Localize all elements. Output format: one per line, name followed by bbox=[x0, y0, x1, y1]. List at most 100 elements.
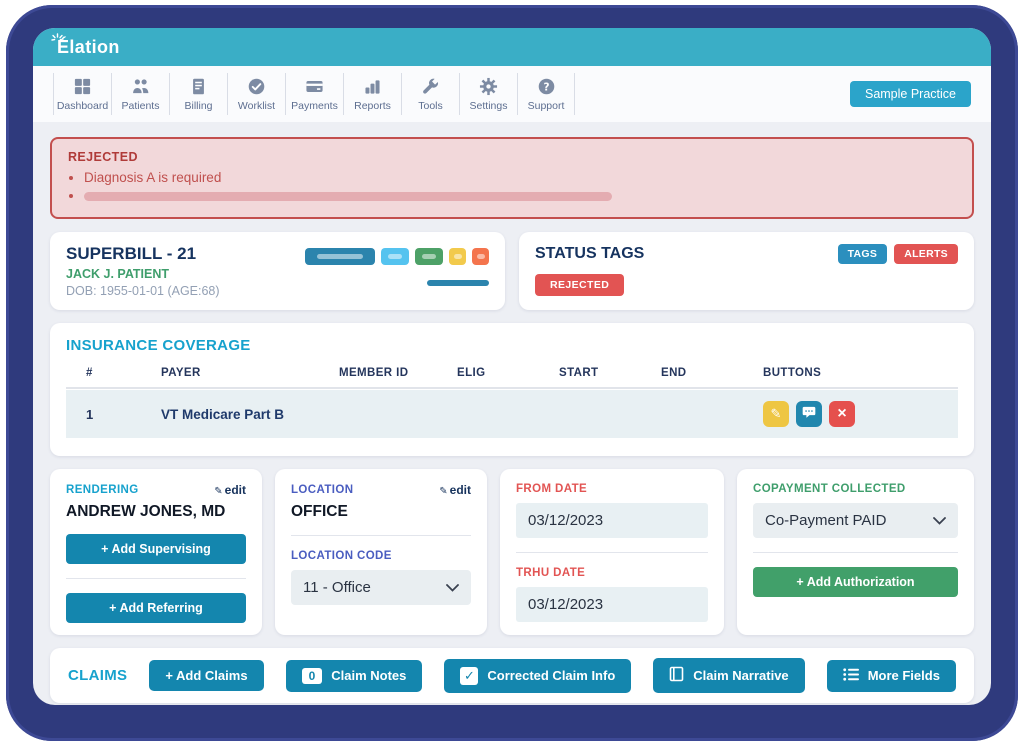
insurance-title: INSURANCE COVERAGE bbox=[66, 337, 251, 354]
nav-item-tools[interactable]: Tools bbox=[401, 73, 459, 115]
comment-row-button[interactable] bbox=[796, 401, 822, 427]
rendering-card: RENDERING ✎ edit ANDREW JONES, MD + Add S… bbox=[50, 469, 262, 635]
col-header-member-id: MEMBER ID bbox=[339, 367, 409, 379]
add-claims-button[interactable]: + Add Claims bbox=[149, 660, 264, 691]
row-action-buttons: ✎ × bbox=[763, 401, 958, 427]
superbill-info: SUPERBILL - 21 JACK J. PATIENT DOB: 1955… bbox=[66, 244, 220, 298]
elation-logo: Élation bbox=[51, 32, 120, 58]
nav-label: Support bbox=[527, 99, 565, 112]
superbill-pill-buttons bbox=[305, 248, 489, 265]
status-tags-header: STATUS TAGS TAGS ALERTS bbox=[535, 244, 958, 264]
claims-title: CLAIMS bbox=[68, 667, 128, 684]
settings-gear-icon bbox=[479, 77, 498, 96]
col-header-start: START bbox=[559, 367, 599, 379]
svg-text:?: ? bbox=[543, 81, 549, 93]
payer-name[interactable]: VT Medicare Part B bbox=[161, 406, 285, 422]
edit-location-link[interactable]: ✎ edit bbox=[439, 483, 471, 497]
payments-card-icon bbox=[305, 77, 324, 96]
thru-date-input[interactable]: 03/12/2023 bbox=[516, 587, 708, 622]
redacted-text-bar bbox=[84, 191, 612, 201]
pill-button-teal[interactable] bbox=[305, 248, 375, 265]
nav-item-settings[interactable]: Settings bbox=[459, 73, 517, 115]
claims-bar: CLAIMS + Add Claims 0 Claim Notes ✓ Corr… bbox=[50, 648, 974, 703]
dashboard-icon bbox=[73, 77, 92, 96]
divider bbox=[291, 535, 471, 536]
redacted-label-bar bbox=[317, 254, 363, 259]
redacted-link-bar bbox=[427, 280, 489, 286]
nav-item-payments[interactable]: Payments bbox=[285, 73, 343, 115]
alerts-button[interactable]: ALERTS bbox=[894, 244, 958, 264]
close-icon: × bbox=[837, 405, 847, 422]
claim-narrative-button[interactable]: Claim Narrative bbox=[653, 658, 805, 693]
delete-row-button[interactable]: × bbox=[829, 401, 855, 427]
nav-item-patients[interactable]: Patients bbox=[111, 73, 169, 115]
col-header-end: END bbox=[661, 367, 687, 379]
redacted-label-bar bbox=[388, 254, 402, 259]
main-nav: Dashboard Patients Billing Worklist Paym… bbox=[33, 66, 991, 122]
sample-practice-button[interactable]: Sample Practice bbox=[849, 81, 971, 107]
location-code-select[interactable]: 11 - Office bbox=[291, 570, 471, 605]
logo-text: Élation bbox=[57, 36, 120, 57]
app-screen: Élation Dashboard Patients Billing Workl… bbox=[33, 28, 991, 705]
edit-row-button[interactable]: ✎ bbox=[763, 401, 789, 427]
nav-label: Tools bbox=[418, 99, 443, 112]
location-name: OFFICE bbox=[291, 503, 348, 520]
pill-button-orange[interactable] bbox=[472, 248, 489, 265]
thru-date-label: TRHU DATE bbox=[516, 567, 586, 579]
nav-item-reports[interactable]: Reports bbox=[343, 73, 401, 115]
details-row: RENDERING ✎ edit ANDREW JONES, MD + Add S… bbox=[50, 469, 974, 635]
nav-label: Patients bbox=[121, 99, 160, 112]
nav-label: Billing bbox=[184, 99, 213, 112]
copayment-card: COPAYMENT COLLECTED Co-Payment PAID + Ad… bbox=[737, 469, 974, 635]
location-code-label: LOCATION CODE bbox=[291, 550, 392, 562]
tags-button[interactable]: TAGS bbox=[837, 244, 888, 264]
col-header-num: # bbox=[86, 367, 93, 379]
list-icon bbox=[842, 667, 859, 684]
add-supervising-button[interactable]: + Add Supervising bbox=[66, 534, 246, 564]
nav-item-dashboard[interactable]: Dashboard bbox=[53, 73, 111, 115]
copayment-select[interactable]: Co-Payment PAID bbox=[753, 503, 958, 538]
nav-label: Reports bbox=[354, 99, 391, 112]
location-label: LOCATION bbox=[291, 484, 354, 496]
alert-list: Diagnosis A is required bbox=[68, 169, 956, 205]
chat-bubble-icon bbox=[802, 406, 816, 422]
col-header-payer: PAYER bbox=[161, 367, 201, 379]
pill-button-blue[interactable] bbox=[381, 248, 409, 265]
from-date-input[interactable]: 03/12/2023 bbox=[516, 503, 708, 538]
rejected-alert-banner: REJECTED Diagnosis A is required bbox=[50, 137, 974, 219]
more-fields-button[interactable]: More Fields bbox=[826, 659, 956, 692]
nav-label: Payments bbox=[291, 99, 338, 112]
corrected-claim-info-button[interactable]: ✓ Corrected Claim Info bbox=[444, 658, 632, 693]
pencil-icon: ✎ bbox=[770, 406, 782, 421]
book-icon bbox=[669, 666, 684, 685]
support-question-icon: ? bbox=[537, 77, 556, 96]
reports-chart-icon bbox=[363, 77, 382, 96]
patients-icon bbox=[131, 77, 150, 96]
superbill-title: SUPERBILL - 21 bbox=[66, 244, 197, 263]
redacted-label-bar bbox=[476, 254, 485, 259]
pill-button-yellow[interactable] bbox=[449, 248, 466, 265]
edit-rendering-link[interactable]: ✎ edit bbox=[214, 483, 246, 497]
edit-pencil-icon: ✎ bbox=[214, 486, 223, 497]
worklist-check-icon bbox=[247, 77, 266, 96]
device-frame: Élation Dashboard Patients Billing Workl… bbox=[6, 5, 1018, 741]
divider bbox=[516, 552, 708, 553]
app-header: Élation bbox=[33, 28, 991, 66]
tools-wrench-icon bbox=[421, 77, 440, 96]
nav-item-billing[interactable]: Billing bbox=[169, 73, 227, 115]
add-authorization-button[interactable]: + Add Authorization bbox=[753, 567, 958, 597]
billing-icon bbox=[189, 77, 208, 96]
claim-notes-button[interactable]: 0 Claim Notes bbox=[285, 659, 423, 692]
col-header-buttons: BUTTONS bbox=[763, 367, 822, 379]
add-referring-button[interactable]: + Add Referring bbox=[66, 593, 246, 623]
pill-button-green[interactable] bbox=[415, 248, 443, 265]
table-row: 1 VT Medicare Part B ✎ × bbox=[66, 390, 958, 438]
copayment-label: COPAYMENT COLLECTED bbox=[753, 483, 906, 495]
main-content: REJECTED Diagnosis A is required SUPERBI… bbox=[33, 122, 991, 705]
nav-item-support[interactable]: ? Support bbox=[517, 73, 575, 115]
patient-name[interactable]: JACK J. PATIENT bbox=[66, 267, 170, 281]
chevron-down-icon bbox=[446, 579, 459, 596]
chevron-down-icon bbox=[933, 512, 946, 529]
nav-item-worklist[interactable]: Worklist bbox=[227, 73, 285, 115]
redacted-label-bar bbox=[422, 254, 436, 259]
